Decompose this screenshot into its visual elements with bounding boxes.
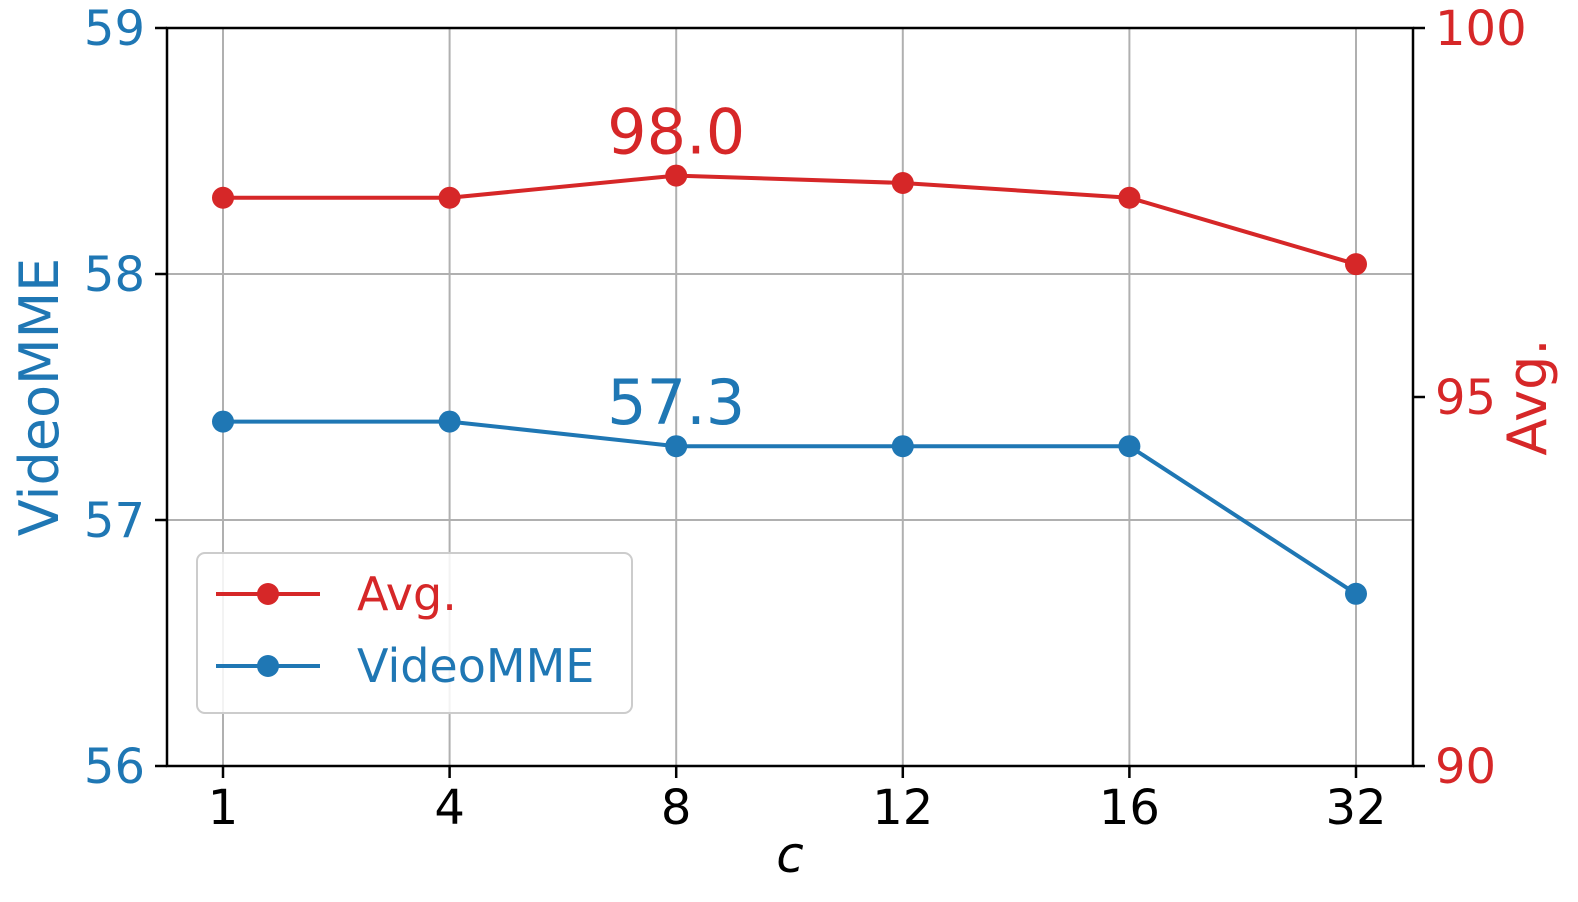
right-tick-label-95: 95	[1435, 370, 1496, 426]
point-videomme-16	[1118, 435, 1141, 458]
left-tick-label-56: 56	[84, 739, 145, 795]
point-videomme-1	[212, 410, 234, 433]
series-layer: 98.0 57.3	[212, 96, 1367, 605]
left-tick-label-58: 58	[84, 247, 145, 303]
point-videomme-8	[665, 435, 688, 458]
point-avg-16	[1118, 186, 1141, 209]
x-tick-label-8: 8	[661, 780, 692, 836]
right-tick-label-90: 90	[1435, 739, 1496, 795]
series-line-videomme	[223, 419, 1358, 596]
point-avg-4	[438, 186, 461, 209]
point-avg-1	[212, 186, 234, 209]
left-tick-label-59: 59	[84, 1, 145, 57]
x-tick-label-32: 32	[1325, 780, 1386, 836]
point-videomme-32	[1345, 582, 1367, 605]
series-line-avg	[223, 173, 1357, 267]
point-videomme-12	[891, 435, 914, 458]
left-y-axis: 56 57 58 59	[84, 1, 167, 795]
point-videomme-4	[438, 410, 461, 433]
legend-marker-videomme	[257, 655, 279, 677]
left-tick-label-57: 57	[84, 493, 145, 549]
legend-marker-avg	[257, 583, 279, 605]
x-tick-label-16: 16	[1099, 780, 1160, 836]
right-y-axis: 90 95 100	[1413, 1, 1527, 795]
left-axis-label: VideoMME	[8, 258, 71, 537]
right-axis-label: Avg.	[1496, 338, 1559, 455]
x-tick-label-1: 1	[208, 780, 239, 836]
x-tick-label-4: 4	[434, 780, 465, 836]
x-axis: 1 4 8 12 16 32	[208, 766, 1387, 836]
x-axis-label: c	[776, 826, 804, 884]
point-avg-12	[891, 171, 914, 194]
legend-entry-avg: Avg.	[216, 567, 457, 621]
right-tick-label-100: 100	[1435, 1, 1527, 57]
point-avg-8	[665, 164, 688, 187]
legend-entry-videomme: VideoMME	[216, 639, 594, 693]
legend-label-avg: Avg.	[357, 567, 457, 621]
point-avg-32	[1345, 253, 1367, 276]
legend: Avg. VideoMME	[196, 552, 633, 714]
data-label-videomme: 57.3	[607, 366, 745, 439]
x-tick-label-12: 12	[872, 780, 933, 836]
legend-label-videomme: VideoMME	[357, 639, 594, 693]
data-label-avg: 98.0	[607, 96, 745, 169]
